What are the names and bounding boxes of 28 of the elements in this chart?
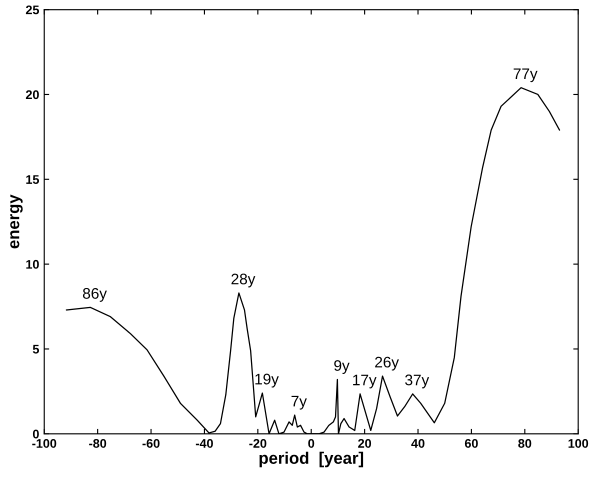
x-tick-label: 20 [358, 438, 372, 448]
annotation: 19y [255, 374, 279, 388]
y-tick-label: 0 [32, 430, 39, 438]
x-tick-label: 100 [568, 438, 588, 448]
annotation: 9y [334, 360, 350, 374]
y-axis-title: energy [10, 194, 23, 248]
x-tick-label: -40 [196, 438, 213, 448]
x-axis-title: period [year] [260, 452, 364, 468]
annotation: 86y [82, 288, 107, 302]
x-tick-label: 40 [411, 438, 424, 448]
annotation: 7y [292, 396, 307, 410]
annotation: 77y [514, 68, 538, 82]
x-tick-label: -80 [89, 438, 106, 448]
annotation: 17y [353, 374, 377, 388]
y-tick-label: 5 [32, 344, 40, 354]
x-tick-label: 0 [308, 438, 314, 448]
y-tick-label: 20 [26, 90, 39, 100]
y-tick-label: 10 [26, 260, 39, 269]
y-tick-label: 25 [26, 5, 40, 14]
x-tick-label: 80 [518, 438, 532, 448]
x-tick-label: -100 [32, 438, 56, 448]
annotation: 37y [405, 374, 430, 388]
annotation: 26y [375, 356, 399, 371]
annotation: 28y [231, 274, 256, 288]
y-tick-label: 15 [26, 175, 40, 184]
x-tick-label: 60 [464, 438, 478, 448]
x-tick-label: -20 [249, 438, 266, 448]
x-tick-label: -60 [142, 438, 160, 448]
